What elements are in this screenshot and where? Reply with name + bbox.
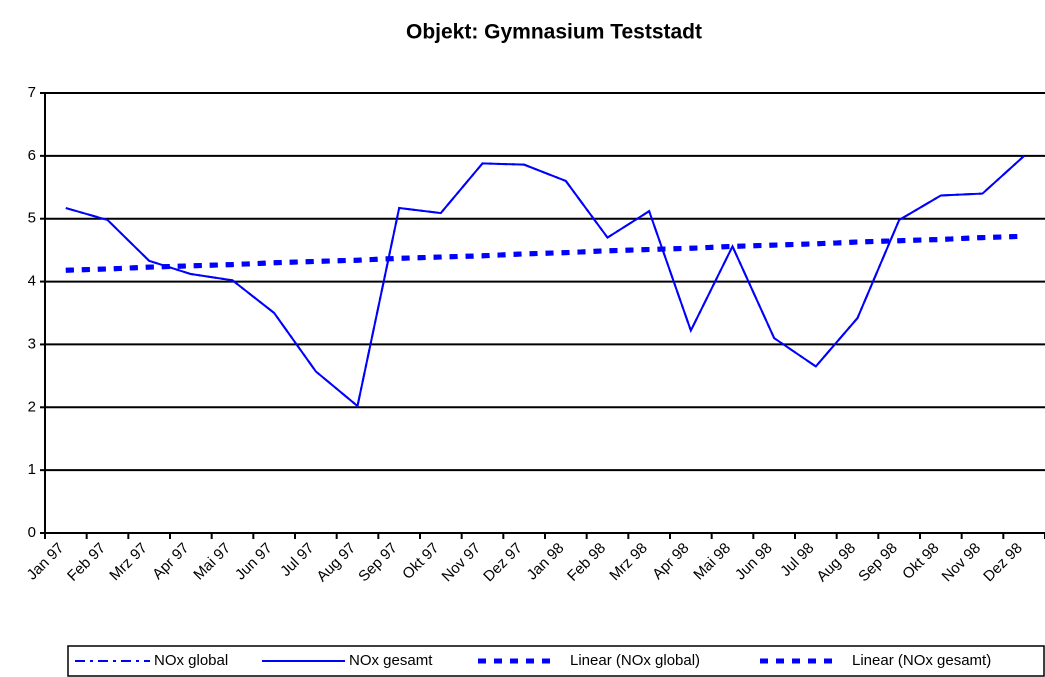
y-tick-label: 3 bbox=[28, 335, 36, 352]
legend-box bbox=[67, 645, 1045, 677]
y-tick-label: 7 bbox=[28, 84, 36, 101]
x-tick-label: Jan 98 bbox=[524, 540, 568, 584]
x-tick-label: Feb 97 bbox=[64, 540, 109, 585]
x-tick-label: Nov 97 bbox=[439, 540, 485, 586]
x-tick-label: Sep 97 bbox=[355, 540, 401, 586]
x-tick-label: Dez 98 bbox=[980, 540, 1026, 586]
x-tick-label: Dez 97 bbox=[480, 540, 526, 586]
x-tick-label: Jun 97 bbox=[232, 540, 276, 584]
x-tick-label: Feb 98 bbox=[564, 540, 609, 585]
x-tick-label: Mrz 98 bbox=[606, 540, 650, 584]
x-tick-label: Mrz 97 bbox=[106, 540, 150, 584]
chart-title: Objekt: Gymnasium Teststadt bbox=[406, 21, 702, 44]
x-tick-label: Jun 98 bbox=[732, 540, 776, 584]
x-tick-label: Apr 98 bbox=[649, 540, 692, 583]
series-line bbox=[65, 155, 1025, 408]
x-tick-label: Sep 98 bbox=[855, 540, 901, 586]
legend-label: NOx gesamt bbox=[349, 652, 433, 669]
x-tick-label: Okt 98 bbox=[899, 540, 942, 583]
x-tick-label: Nov 98 bbox=[939, 540, 985, 586]
legend-label: Linear (NOx global) bbox=[570, 652, 700, 669]
x-tick-label: Mai 98 bbox=[690, 540, 734, 584]
legend-label: Linear (NOx gesamt) bbox=[852, 652, 991, 669]
y-tick-label: 0 bbox=[28, 524, 36, 541]
x-tick-label: Aug 97 bbox=[313, 540, 359, 586]
legend-label: NOx global bbox=[154, 652, 228, 669]
x-tick-label: Apr 97 bbox=[149, 540, 192, 583]
x-tick-label: Jul 98 bbox=[777, 540, 817, 580]
x-tick-label: Jul 97 bbox=[277, 540, 317, 580]
x-tick-label: Jan 97 bbox=[24, 540, 68, 584]
x-tick-label: Aug 98 bbox=[813, 540, 859, 586]
y-tick-label: 2 bbox=[28, 398, 36, 415]
y-tick-label: 1 bbox=[28, 461, 36, 478]
x-tick-label: Mai 97 bbox=[190, 540, 234, 584]
x-tick-label: Okt 97 bbox=[399, 540, 442, 583]
y-tick-label: 5 bbox=[28, 210, 36, 227]
y-tick-label: 6 bbox=[28, 147, 36, 164]
y-tick-label: 4 bbox=[28, 273, 36, 290]
